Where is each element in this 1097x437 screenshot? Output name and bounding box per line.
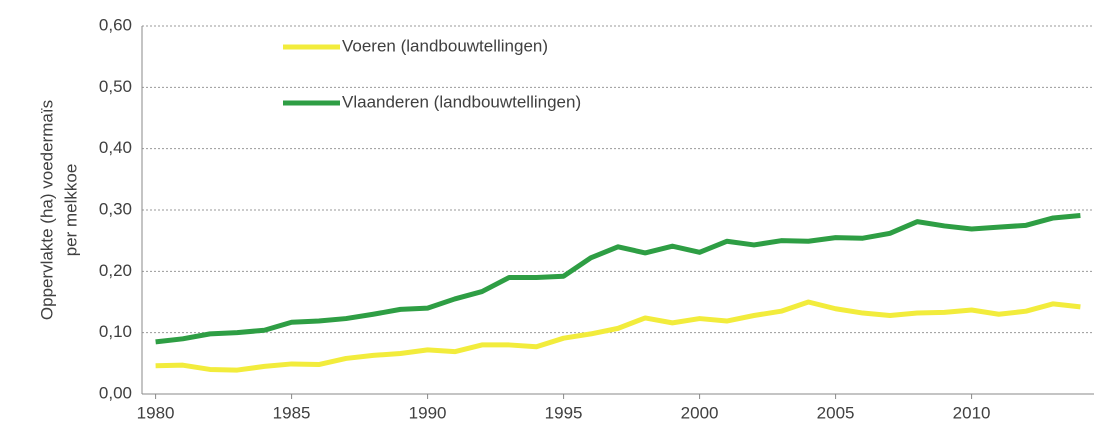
y-tick-label: 0,10 (99, 322, 132, 341)
series-line (155, 213, 1081, 345)
x-tick-label: 1985 (273, 403, 311, 422)
x-tick-label: 2000 (681, 403, 719, 422)
y-axis-label: per melkkoe (61, 164, 80, 257)
y-tick-label: 0,20 (99, 261, 132, 280)
y-tick-label: 0,00 (99, 383, 132, 402)
y-axis-label: Oppervlakte (ha) voedermaïs (37, 100, 56, 320)
x-tick-label: 2010 (953, 403, 991, 422)
x-tick-label: 1980 (137, 403, 175, 422)
y-tick-label: 0,50 (99, 77, 132, 96)
x-tick-label: 1990 (409, 403, 447, 422)
series-line (155, 299, 1081, 373)
x-tick-label: 1995 (545, 403, 583, 422)
legend-label: Vlaanderen (landbouwtellingen) (342, 92, 581, 111)
y-tick-label: 0,40 (99, 138, 132, 157)
x-tick-label: 2005 (817, 403, 855, 422)
legend-label: Voeren (landbouwtellingen) (342, 36, 548, 55)
y-tick-label: 0,60 (99, 15, 132, 34)
y-tick-label: 0,30 (99, 199, 132, 218)
